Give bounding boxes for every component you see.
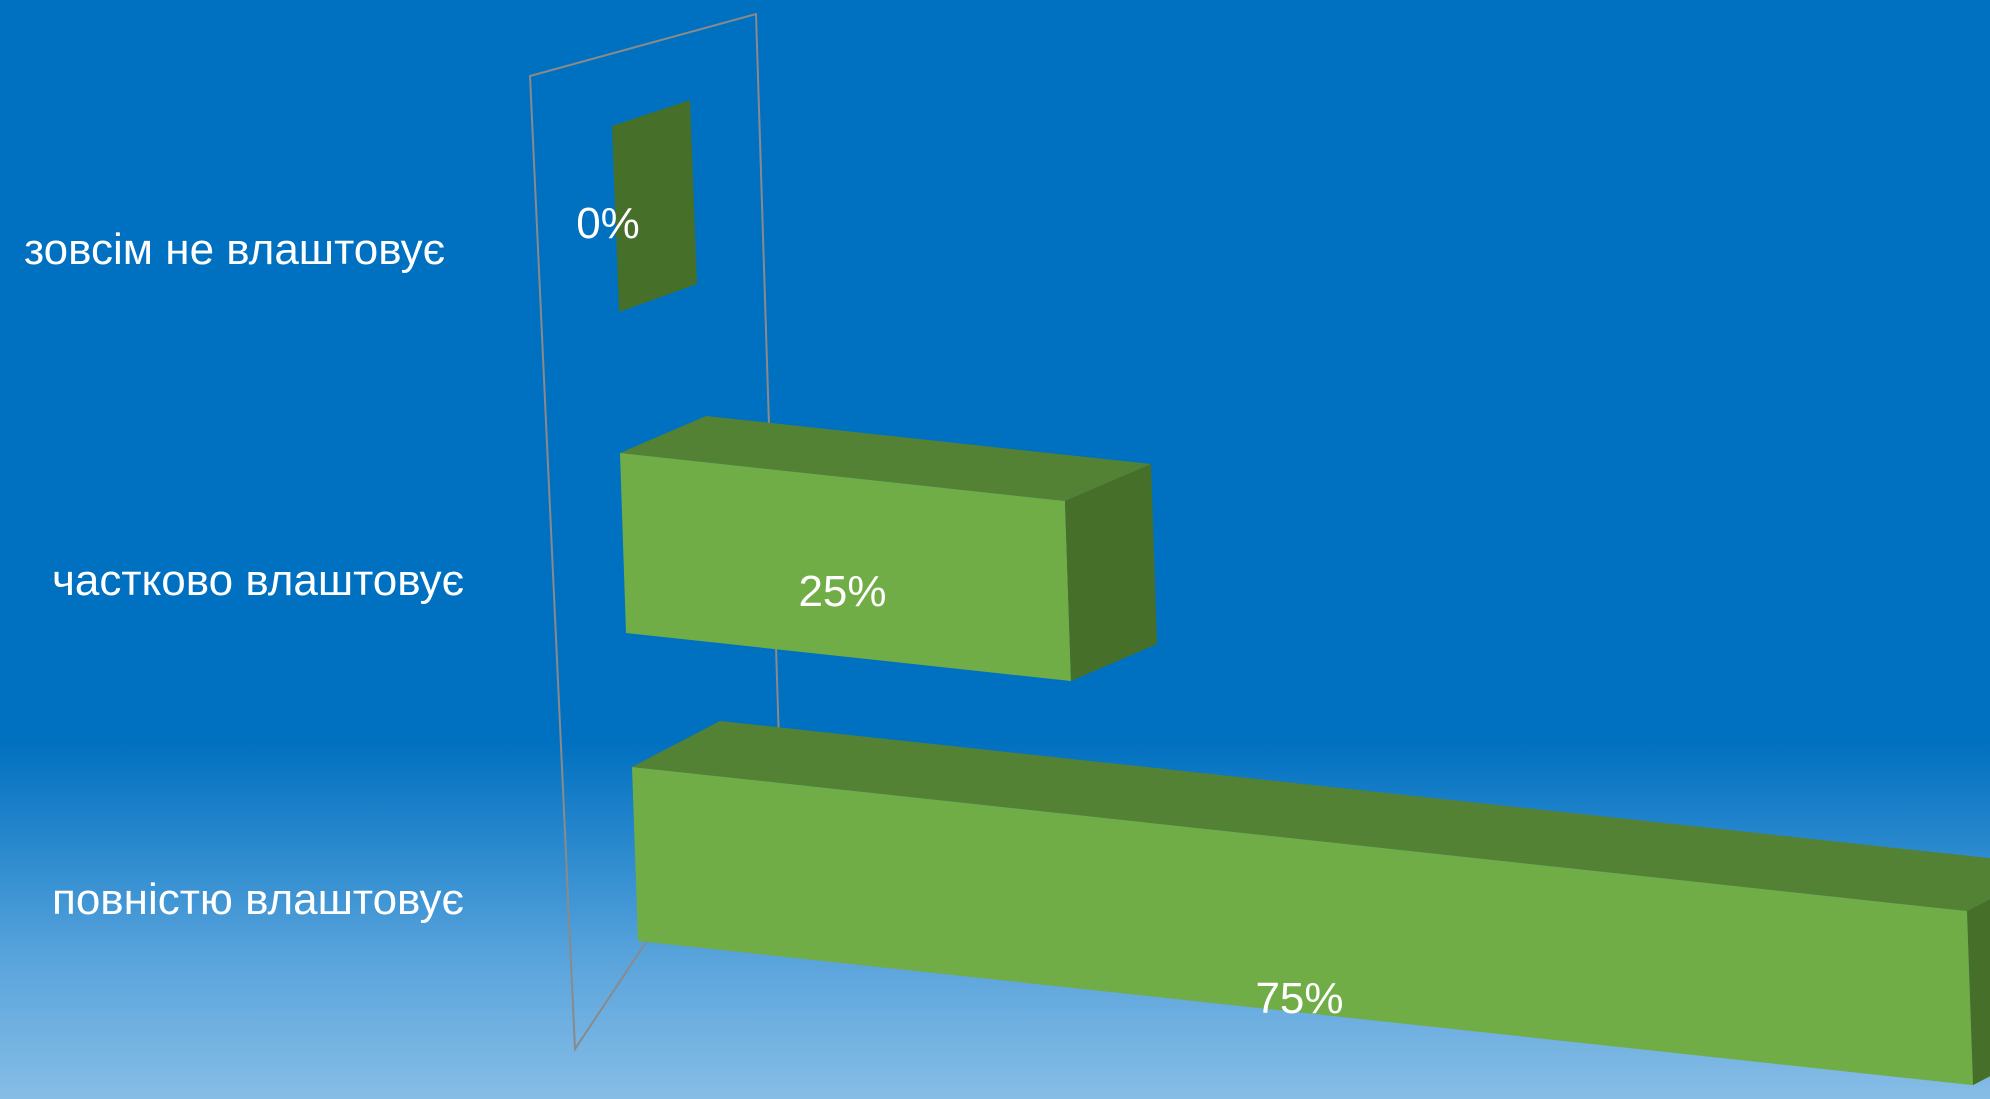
undefined [632, 721, 1990, 912]
undefined [1065, 464, 1157, 682]
undefined [620, 416, 1151, 502]
bar-1-front [620, 453, 1071, 682]
bar-2-front [632, 767, 1973, 1086]
undefined [612, 100, 697, 312]
value-label-1: 25% [798, 567, 886, 616]
value-label-0: 0% [576, 199, 640, 248]
category-label-1: частково влаштовує [52, 556, 465, 605]
value-label-2: 75% [1255, 974, 1343, 1023]
undefined [1967, 899, 1990, 1086]
category-label-2: повністю влаштовує [52, 875, 464, 924]
category-label-0: зовсім не влаштовує [24, 225, 446, 274]
